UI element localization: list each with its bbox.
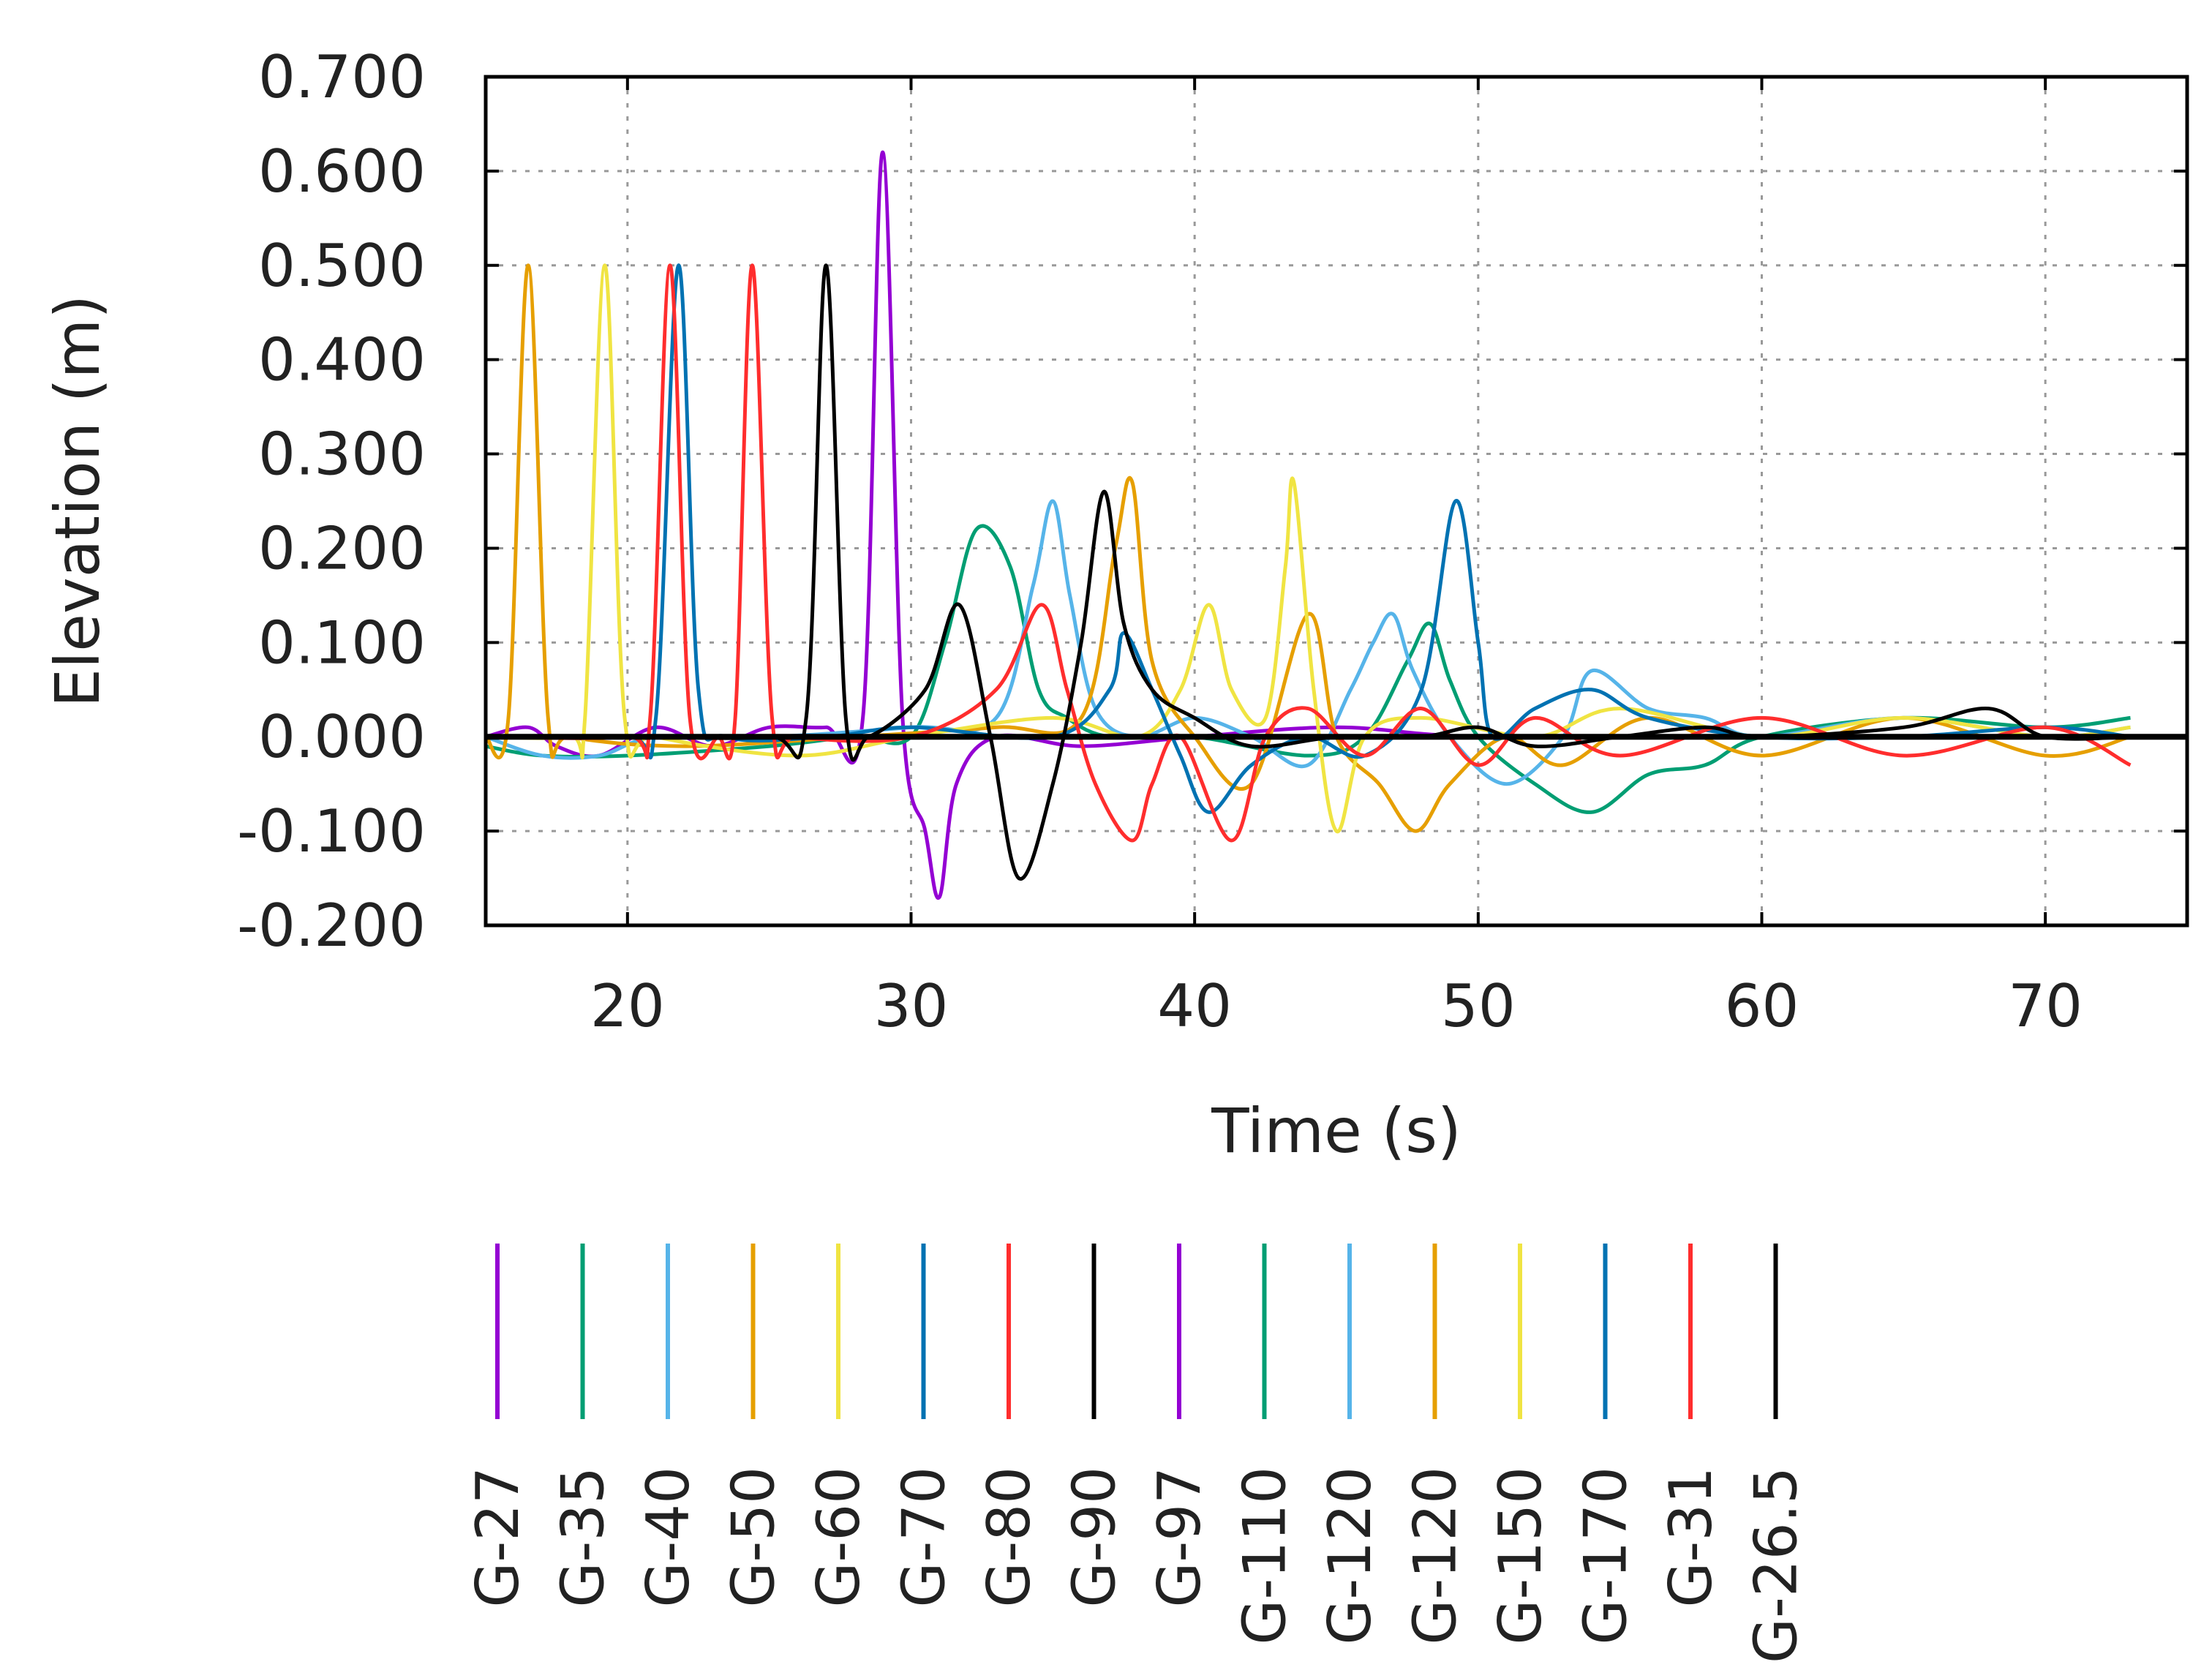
x-tick-label: 40	[1157, 972, 1232, 1040]
legend: G-27 G-35 G-40 G-50 G-60 G-70 G-80 G-90 G-97 G-11…	[464, 1244, 1810, 1663]
x-tick-label: 60	[1725, 972, 1799, 1040]
legend-label: G-120	[1316, 1467, 1384, 1645]
legend-label: G-150	[1486, 1467, 1554, 1645]
legend-label: G-27	[464, 1467, 532, 1608]
grid	[486, 75, 2187, 927]
legend-label: G-90	[1061, 1467, 1129, 1608]
series-line-g-50	[484, 263, 2132, 833]
plot-frame	[484, 75, 2189, 928]
series-line-g-80	[485, 263, 2132, 843]
y-tick-label: 0.000	[258, 703, 426, 771]
x-tick-label: 50	[1441, 972, 1516, 1040]
y-tick-label: 0.400	[258, 326, 426, 394]
y-tick-label: 0.600	[258, 138, 426, 206]
legend-label: G-50	[720, 1467, 788, 1608]
x-tick-label: 70	[2008, 972, 2083, 1040]
legend-label: G-110	[1231, 1467, 1299, 1645]
y-tick-label: 0.700	[258, 43, 426, 111]
legend-label: G-80	[975, 1467, 1043, 1608]
y-tick-label: 0.500	[258, 232, 426, 300]
legend-label: G-26.5	[1742, 1467, 1810, 1663]
x-tick-label: 20	[590, 972, 665, 1040]
y-tick-label: 0.200	[258, 514, 426, 582]
x-axis-label: Time (s)	[1211, 1095, 1462, 1167]
legend-label: G-170	[1572, 1467, 1640, 1645]
legend-label: G-70	[890, 1467, 958, 1608]
y-tick-label: 0.100	[258, 609, 426, 677]
y-tick-label: -0.200	[237, 892, 426, 960]
series-line-g-70	[485, 263, 2131, 814]
legend-label: G-97	[1146, 1467, 1214, 1608]
legend-label: G-120	[1402, 1467, 1470, 1645]
x-tick-label: 30	[874, 972, 949, 1040]
ticks-group: -0.200 -0.100 0.000 0.100 0.200 0.300 0.400 0.5…	[237, 43, 2187, 1040]
series-line-g-90	[486, 263, 2131, 881]
legend-label: G-31	[1657, 1467, 1725, 1608]
legend-label: G-60	[805, 1467, 873, 1608]
legend-label: G-40	[634, 1467, 702, 1608]
legend-label: G-35	[549, 1467, 617, 1608]
series-line-g-60	[485, 263, 2131, 833]
y-axis-label: Elevation (m)	[42, 295, 113, 707]
y-tick-label: 0.300	[258, 421, 426, 489]
y-tick-label: -0.100	[237, 797, 426, 865]
